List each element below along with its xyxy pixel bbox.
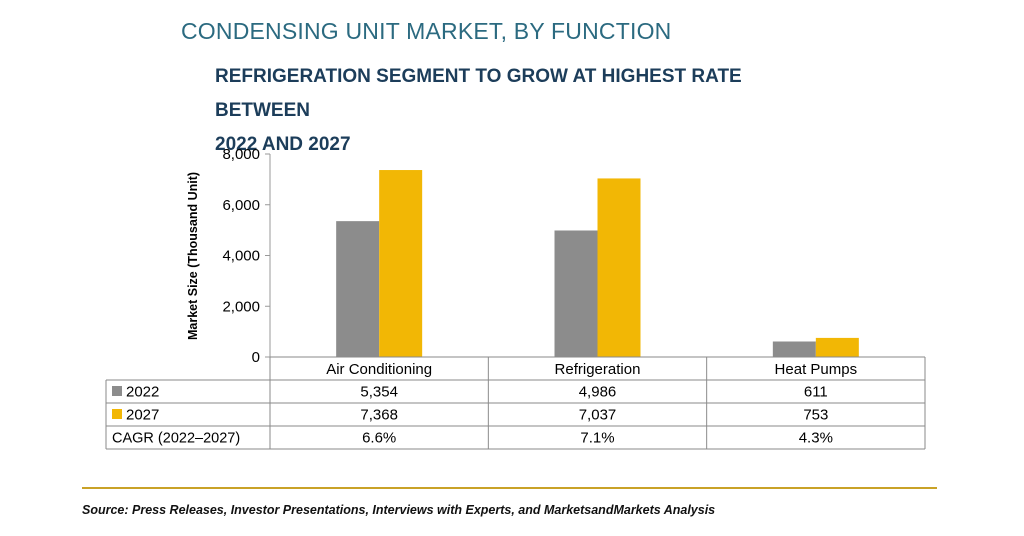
data-label: 7,037	[579, 407, 617, 424]
category-label: Air Conditioning	[326, 361, 432, 378]
cagr-value: 7.1%	[580, 430, 614, 447]
bar-2027-heat-pumps	[815, 337, 859, 357]
bar-2022-heat-pumps	[772, 341, 816, 357]
data-label: 4,986	[579, 384, 617, 401]
bar-chart: 0 2,000 4,000 6,000 8,000 Market Size (Thousa…	[105, 146, 926, 450]
category-label: Heat Pumps	[775, 361, 858, 378]
source-note: Source: Press Releases, Investor Present…	[82, 503, 716, 517]
source-divider	[82, 487, 937, 489]
y-tick-label: 2,000	[222, 298, 260, 315]
legend-label-2022: 2022	[126, 384, 159, 401]
bar-2022-refrigeration	[554, 230, 598, 357]
bar-2027-air-conditioning	[379, 170, 423, 357]
category-label: Refrigeration	[555, 361, 641, 378]
axis-layer: 0 2,000 4,000 6,000 8,000 Market Size (Thousa…	[186, 146, 271, 366]
cagr-value: 6.6%	[362, 430, 396, 447]
bar-layer	[336, 170, 859, 357]
legend-label-2027: 2027	[126, 407, 159, 424]
bar-2022-air-conditioning	[336, 221, 380, 357]
legend-swatch-2027	[112, 409, 122, 419]
data-label: 5,354	[360, 384, 398, 401]
y-tick-label: 0	[252, 349, 260, 366]
y-axis-label: Market Size (Thousand Unit)	[186, 172, 200, 340]
bar-2027-refrigeration	[597, 178, 641, 357]
cagr-value: 4.3%	[799, 430, 833, 447]
y-tick-label: 8,000	[222, 146, 260, 163]
legend-swatch-2022	[112, 386, 122, 396]
data-label: 753	[803, 407, 828, 424]
y-tick-label: 4,000	[222, 248, 260, 265]
y-tick-label: 6,000	[222, 197, 260, 214]
chart-subtitle: REFRIGERATION SEGMENT TO GROW AT HIGHEST…	[215, 60, 815, 162]
cagr-row-label: CAGR (2022–2027)	[112, 431, 240, 447]
subtitle-line-1: REFRIGERATION SEGMENT TO GROW AT HIGHEST…	[215, 66, 742, 121]
data-label: 7,368	[360, 407, 398, 424]
subtitle-line-2: 2022 AND 2027	[215, 134, 351, 155]
data-label: 611	[804, 384, 828, 401]
chart-title: CONDENSING UNIT MARKET, BY FUNCTION	[181, 18, 672, 44]
data-table: Air Conditioning Refrigeration Heat Pumps 2…	[105, 356, 926, 450]
